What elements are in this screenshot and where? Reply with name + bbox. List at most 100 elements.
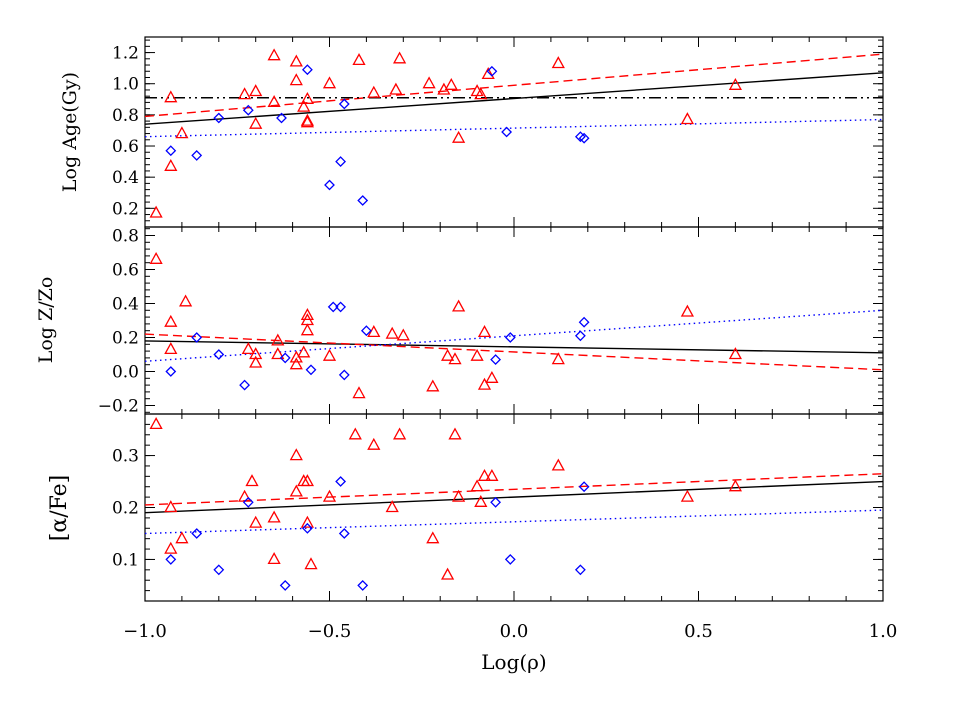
y-tick-label: 0.2 (112, 499, 139, 519)
triangle-point (452, 489, 466, 502)
triangle-point (322, 489, 337, 502)
triangle-point (485, 468, 499, 481)
triangle-point (352, 53, 366, 66)
triangle-point (477, 377, 492, 390)
diamond-point (335, 476, 347, 487)
triangle-point (300, 515, 314, 528)
y-axis-label: Log Age(Gy) (59, 72, 81, 192)
triangle-point (485, 370, 499, 383)
triangle-point (452, 130, 466, 143)
x-tick-label: 0.0 (500, 621, 529, 642)
diamond-point (276, 112, 287, 124)
y-tick-label: 0.8 (112, 106, 139, 126)
y-tick-label: 0.0 (112, 363, 139, 383)
diamond-point (338, 528, 350, 539)
triangle-point (300, 308, 314, 321)
triangle-point (289, 357, 303, 370)
x-axis-ticks: −1.0 −0.5 0.0 0.5 1.0 (123, 621, 897, 642)
triangle-point (680, 112, 694, 125)
triangle-point (149, 251, 163, 264)
triangle-point (474, 87, 488, 100)
triangle-point (441, 348, 455, 361)
y-tick-label: 0.6 (112, 137, 139, 157)
triangle-point (680, 489, 694, 502)
diamond-point (578, 481, 590, 493)
x-axis-label: Log(ρ) (481, 650, 547, 674)
triangle-point (452, 299, 466, 312)
triangle-point (238, 87, 252, 100)
y-tick-label: 0.6 (112, 261, 139, 281)
triangle-point (175, 531, 189, 544)
diamond-point (191, 528, 203, 539)
panel-log-z: −0.2 0.0 0.2 0.4 0.6 0.8 Log Z/Zo (35, 226, 884, 417)
triangle-point (289, 484, 303, 497)
data-points (149, 417, 742, 591)
triangle-point (289, 448, 303, 461)
y-tick-label: 0.4 (112, 168, 139, 188)
fit-line-dashed (145, 333, 883, 371)
diamond-point (165, 145, 177, 157)
y-axis-label: [α/Fe] (47, 475, 72, 542)
triangle-point (149, 205, 163, 218)
triangle-point (422, 76, 436, 89)
y-tick-label: 1.0 (112, 75, 139, 95)
fit-lines (145, 53, 883, 138)
triangle-point (348, 427, 362, 440)
triangle-point (481, 67, 495, 80)
diamond-point (335, 301, 347, 313)
triangle-point (728, 77, 742, 90)
diamond-point (357, 579, 369, 591)
diamond-point (239, 379, 251, 391)
triangle-point (551, 56, 565, 69)
diamond-point (305, 364, 317, 376)
triangle-point (367, 437, 381, 450)
triangle-point (297, 99, 311, 112)
diamond-point (338, 369, 350, 381)
triangle-point (267, 48, 281, 61)
triangle-point (470, 348, 484, 361)
diamond-point (327, 301, 339, 313)
diamond-point (165, 366, 177, 377)
triangle-point (385, 500, 399, 513)
data-points (149, 251, 742, 399)
diamond-point (357, 195, 369, 206)
triangle-point (164, 342, 178, 355)
fit-line-dashed (145, 53, 883, 118)
diamond-point (578, 132, 590, 144)
triangle-point (470, 479, 484, 492)
triangle-point (396, 328, 410, 341)
triangle-point (245, 474, 259, 487)
triangle-point (249, 355, 263, 368)
triangle-point (551, 458, 565, 471)
plot-frame (144, 36, 884, 228)
y-tick-label: 0.2 (112, 329, 139, 349)
triangle-point (426, 531, 440, 544)
triangle-point (149, 417, 163, 430)
triangle-point (249, 347, 263, 360)
triangle-point (300, 474, 314, 487)
triangle-point (297, 345, 311, 358)
fit-line-dashed (145, 473, 883, 506)
triangle-point (300, 323, 314, 336)
diamond-point (213, 112, 225, 124)
x-tick-label: 1.0 (869, 621, 898, 642)
triangle-point (477, 325, 492, 338)
panel-alpha-fe: 0.1 0.2 0.3 [α/Fe] (47, 413, 884, 602)
fit-line-dotted (145, 118, 883, 138)
diamond-point (335, 156, 347, 168)
diamond-point (360, 325, 372, 337)
triangle-point (551, 352, 565, 365)
diamond-point (301, 522, 313, 534)
diamond-point (504, 332, 516, 343)
diamond-point (490, 496, 502, 508)
triangle-point (322, 76, 337, 89)
triangle-point (164, 500, 178, 513)
triangle-point (300, 115, 314, 128)
y-tick-label: 0.4 (112, 295, 139, 315)
data-points (149, 48, 742, 218)
diamond-point (574, 564, 586, 576)
triangle-point (680, 304, 694, 317)
diamond-point (191, 332, 203, 343)
y-ticks: −0.2 0.0 0.2 0.4 0.6 0.8 (98, 227, 883, 417)
